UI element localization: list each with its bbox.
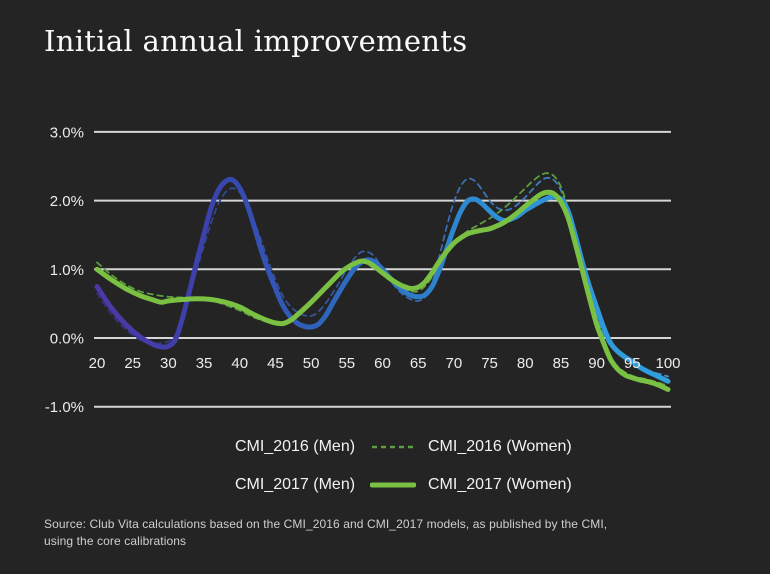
x-tick-label: 40 <box>231 355 248 372</box>
legend-swatch-cmi2017-men <box>177 482 223 488</box>
x-tick-label: 75 <box>481 355 498 372</box>
legend-label-cmi2017-women: CMI_2017 (Women) <box>428 476 572 493</box>
x-tick-label: 90 <box>588 355 605 372</box>
legend-swatch-cmi2016-women <box>372 445 414 449</box>
legend-label-cmi2016-women: CMI_2016 (Women) <box>428 438 572 455</box>
y-tick-label: 1.0% <box>50 262 84 279</box>
y-axis-labels: 3.0% 2.0% 1.0% 0.0% -1.0% <box>45 124 84 416</box>
source-note: Source: Club Vita calculations based on … <box>44 516 607 549</box>
series-line-women-2017 <box>94 189 671 392</box>
series-lines <box>94 172 671 392</box>
x-tick-label: 45 <box>267 355 284 372</box>
y-tick-label: 0.0% <box>50 331 84 348</box>
legend-swatch-cmi2016-men <box>179 445 221 449</box>
legend-swatch-cmi2017-women <box>370 482 416 488</box>
x-tick-label: 65 <box>410 355 427 372</box>
legend-label-cmi2016-men: CMI_2016 (Men) <box>235 438 356 455</box>
legend-item-cmi2016-women: CMI_2016 (Women) <box>370 436 572 458</box>
x-tick-label: 100 <box>655 355 680 372</box>
x-tick-label: 55 <box>338 355 355 372</box>
legend-label-cmi2017-men: CMI_2017 (Men) <box>235 476 356 493</box>
y-tick-label: -1.0% <box>45 399 84 416</box>
x-tick-label: 95 <box>624 355 641 372</box>
x-tick-label: 20 <box>89 355 106 372</box>
x-tick-label: 50 <box>303 355 320 372</box>
legend-item-cmi2017-women: CMI_2017 (Women) <box>370 474 572 496</box>
x-tick-label: 80 <box>517 355 534 372</box>
series-line-men-2016 <box>96 176 669 378</box>
x-tick-label: 35 <box>196 355 213 372</box>
source-line-1: Source: Club Vita calculations based on … <box>44 517 608 531</box>
x-tick-label: 25 <box>124 355 141 372</box>
x-tick-label: 30 <box>160 355 177 372</box>
source-line-2: using the core calibrations <box>44 533 187 548</box>
x-tick-label: 85 <box>553 355 570 372</box>
legend-item-cmi2017-men: CMI_2017 (Men) <box>177 474 370 496</box>
chart-title: Initial annual improvements <box>44 24 468 58</box>
y-tick-label: 3.0% <box>50 124 84 141</box>
x-tick-label: 60 <box>374 355 391 372</box>
y-tick-label: 2.0% <box>50 193 84 210</box>
legend: CMI_2016 (Men) CMI_2016 (Women) CMI_2017… <box>177 436 572 496</box>
x-tick-label: 70 <box>446 355 463 372</box>
legend-item-cmi2016-men: CMI_2016 (Men) <box>177 436 370 458</box>
x-axis-labels: 20 25 30 35 40 45 50 55 60 65 70 75 80 85 90 95 100 <box>89 355 681 372</box>
